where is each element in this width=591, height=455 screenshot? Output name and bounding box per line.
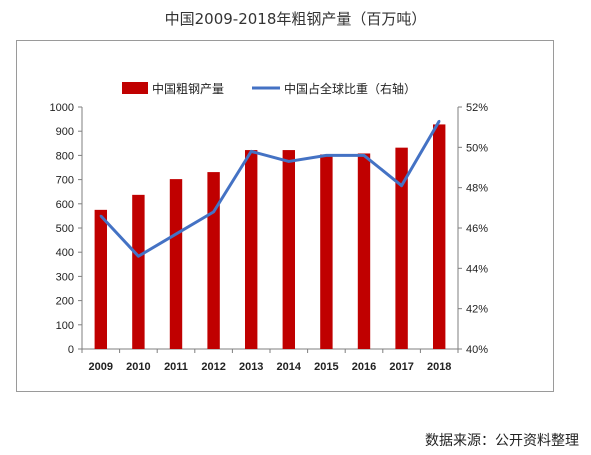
bar xyxy=(395,147,408,349)
source-note: 数据来源：公开资料整理 xyxy=(425,433,579,449)
bar xyxy=(244,150,258,349)
line-point xyxy=(99,214,103,218)
x-tick-label: 2016 xyxy=(352,361,376,373)
bar xyxy=(207,172,220,349)
y-tick-label: 400 xyxy=(56,247,74,259)
y-tick-label: 600 xyxy=(56,199,74,211)
line-point xyxy=(287,160,290,163)
y2-tick-label: 46% xyxy=(466,223,488,235)
bar xyxy=(94,209,108,349)
y-tick-label: 900 xyxy=(56,126,74,138)
y2-tick-label: 42% xyxy=(466,304,488,316)
y-tick-label: 800 xyxy=(56,150,74,162)
x-tick-label: 2010 xyxy=(126,361,150,373)
legend-label-line: 中国占全球比重（右轴） xyxy=(284,81,416,96)
y-tick-label: 700 xyxy=(56,175,74,187)
x-tick-label: 2014 xyxy=(277,361,302,373)
bar xyxy=(357,153,371,349)
bar xyxy=(132,194,145,349)
line-point xyxy=(400,184,403,187)
x-tick-label: 2018 xyxy=(427,361,451,373)
y-tick-label: 300 xyxy=(56,271,74,283)
y2-tick-label: 52% xyxy=(466,102,488,114)
bar xyxy=(432,124,446,349)
y-tick-label: 200 xyxy=(56,296,74,308)
y2-tick-label: 40% xyxy=(466,344,488,356)
line-point xyxy=(212,210,215,214)
line-point xyxy=(174,232,178,236)
page-title: 中国2009-2018年粗钢产量（百万吨） xyxy=(164,10,427,28)
bar xyxy=(320,154,333,349)
x-tick-label: 2011 xyxy=(164,361,188,373)
line-point xyxy=(362,154,366,157)
line-point xyxy=(137,255,140,258)
x-tick-label: 2017 xyxy=(389,361,413,373)
y-tick-label: 500 xyxy=(56,223,74,235)
line-point xyxy=(250,150,253,153)
y-tick-label: 1000 xyxy=(50,102,74,114)
y2-tick-label: 50% xyxy=(466,142,488,154)
legend-label-bar: 中国粗钢产量 xyxy=(152,81,224,96)
y-tick-label: 0 xyxy=(68,344,74,356)
y2-tick-label: 44% xyxy=(466,263,488,275)
x-tick-label: 2009 xyxy=(89,361,113,373)
bar xyxy=(282,150,296,349)
line-point xyxy=(438,119,441,123)
line-series xyxy=(99,120,441,258)
y2-tick-label: 48% xyxy=(466,183,488,195)
line-point xyxy=(325,154,328,157)
bar xyxy=(169,179,183,349)
x-tick-label: 2013 xyxy=(239,361,263,373)
x-tick-label: 2012 xyxy=(201,361,225,373)
y-tick-label: 100 xyxy=(56,320,74,332)
x-tick-label: 2015 xyxy=(314,361,338,373)
legend-swatch-bar xyxy=(122,82,148,94)
